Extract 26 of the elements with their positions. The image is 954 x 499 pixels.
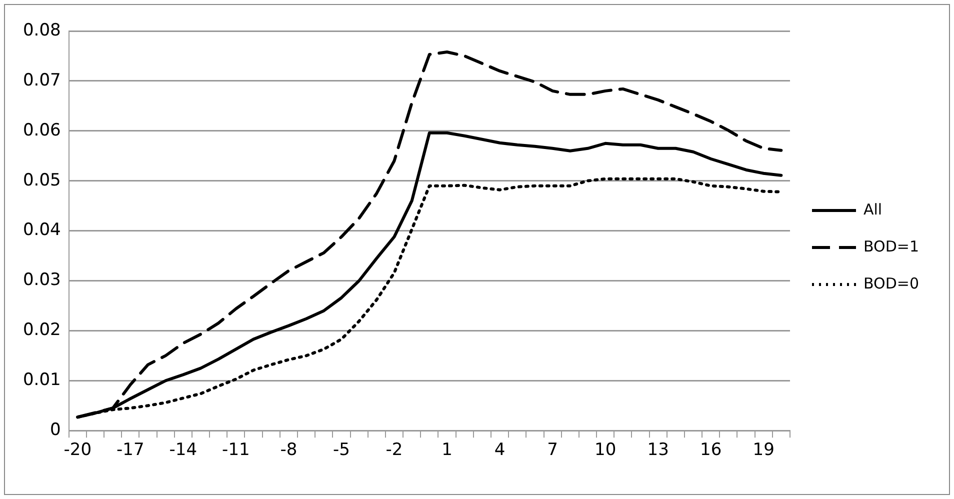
x-tick-label: 16 <box>700 440 722 460</box>
x-tick-label: -20 <box>64 440 92 460</box>
x-tick-label: -14 <box>169 440 198 460</box>
y-tick-label: 0.02 <box>22 320 61 340</box>
y-tick-label: 0.07 <box>22 70 61 90</box>
x-tick-label: 19 <box>752 440 774 460</box>
x-tick-label: 4 <box>494 440 506 460</box>
y-tick-label: 0.01 <box>22 370 61 390</box>
legend-label: All <box>864 200 882 218</box>
y-tick-label: 0.08 <box>22 20 61 40</box>
x-tick-label: -17 <box>116 440 144 460</box>
x-tick-label: 13 <box>647 440 669 460</box>
y-tick-label: 0.05 <box>22 170 61 190</box>
legend-label: BOD=0 <box>864 274 920 292</box>
x-tick-label: -5 <box>333 440 350 460</box>
x-tick-label: 1 <box>442 440 452 460</box>
x-tick-label: -11 <box>222 440 250 460</box>
x-tick-label: -8 <box>280 440 298 460</box>
y-tick-label: 0 <box>50 420 61 440</box>
x-tick-label: 10 <box>594 440 616 460</box>
y-tick-label: 0.04 <box>22 220 61 240</box>
y-tick-label: 0.06 <box>22 120 61 140</box>
y-tick-label: 0.03 <box>22 270 61 290</box>
legend-label: BOD=1 <box>864 237 920 256</box>
x-tick-label: -2 <box>386 440 403 460</box>
x-tick-label: 7 <box>547 440 558 460</box>
